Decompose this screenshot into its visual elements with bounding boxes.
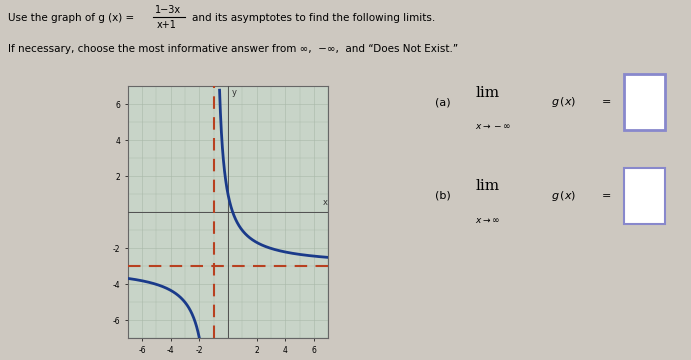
Text: If necessary, choose the most informative answer from ∞,  −∞,  and “Does Not Exi: If necessary, choose the most informativ… xyxy=(8,45,458,54)
Text: =: = xyxy=(601,97,611,107)
Text: x: x xyxy=(323,198,328,207)
Text: (a): (a) xyxy=(435,97,451,107)
Text: 1−3x: 1−3x xyxy=(155,5,181,15)
Text: lim: lim xyxy=(475,86,500,100)
Text: (b): (b) xyxy=(435,191,451,201)
Text: =: = xyxy=(601,191,611,201)
Text: y: y xyxy=(231,89,236,98)
Text: $g\,(x)$: $g\,(x)$ xyxy=(551,95,576,109)
Text: and its asymptotes to find the following limits.: and its asymptotes to find the following… xyxy=(192,13,435,23)
Text: x+1: x+1 xyxy=(157,20,177,30)
Text: $g\,(x)$: $g\,(x)$ xyxy=(551,189,576,203)
Text: $x \to \infty$: $x \to \infty$ xyxy=(475,216,500,225)
Text: lim: lim xyxy=(475,180,500,193)
Text: $x \to -\infty$: $x \to -\infty$ xyxy=(475,122,511,131)
FancyBboxPatch shape xyxy=(624,74,665,130)
Text: Use the graph of g (x) =: Use the graph of g (x) = xyxy=(8,13,134,23)
FancyBboxPatch shape xyxy=(624,168,665,224)
